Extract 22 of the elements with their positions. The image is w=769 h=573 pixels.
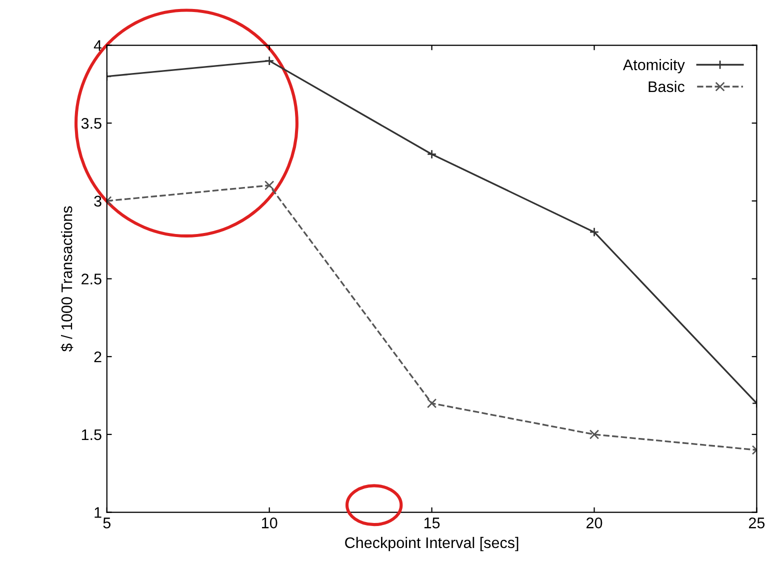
point [589,227,600,237]
y-tick-label: 3 [94,196,102,207]
point [264,56,274,66]
x-tick-label: 25 [748,518,765,528]
point [264,180,274,190]
legend-label: Atomicity [622,59,685,74]
y-tick-label: 3.5 [81,118,102,129]
x-axis-title: Checkpoint Interval [secs] [345,536,518,552]
point [426,149,437,160]
y-tick-label: 2.5 [82,274,102,284]
legend-label: Basic [648,80,684,92]
point [589,430,600,440]
x-tick-label: 10 [262,518,278,528]
x-tick-label: 20 [586,518,602,528]
y-axis-title: $ / 1000 Transactions [60,206,74,352]
y-tick-label: 4 [94,40,102,51]
point [426,398,437,408]
x-tick-label: 15 [424,518,440,528]
y-tick-label: 2 [94,351,102,362]
y-tick-label: 1.5 [82,429,102,440]
y-tick-label: 1 [94,507,102,518]
x-tick-label: 5 [103,518,110,528]
